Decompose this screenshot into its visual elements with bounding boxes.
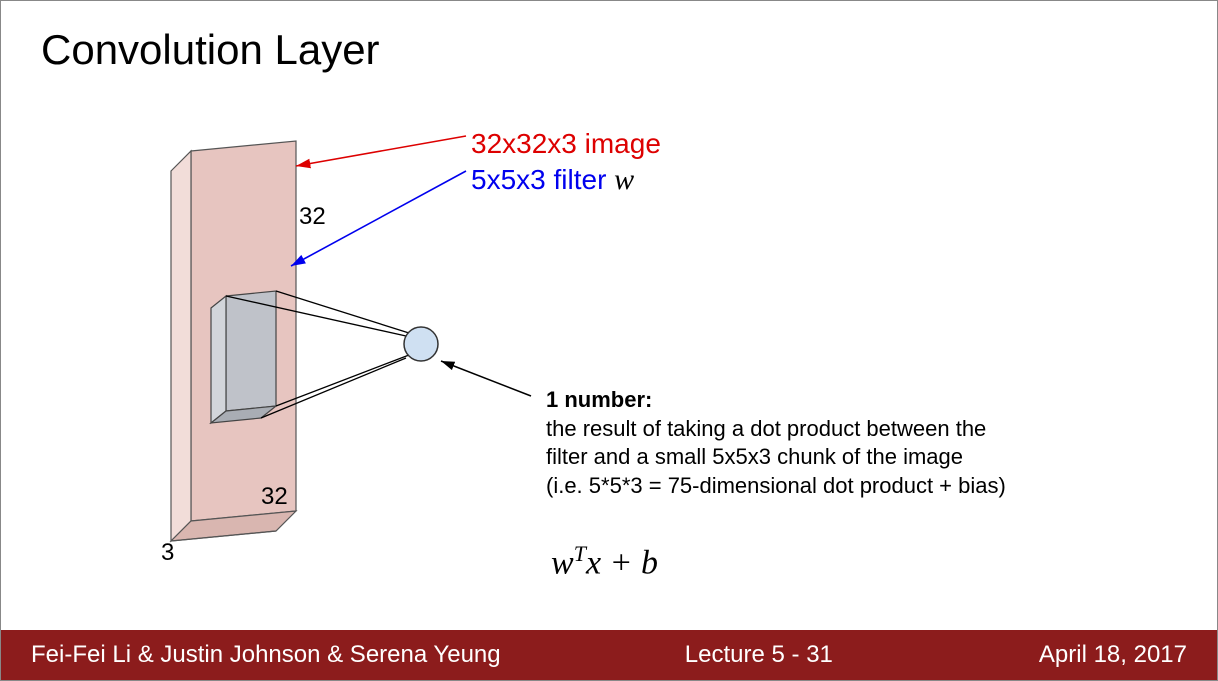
formula-T: T [574, 541, 586, 566]
conv-diagram: 32x32x3 image 5x5x3 filter w 32 32 3 1 n… [131, 111, 1181, 611]
dim-depth-label: 3 [161, 539, 174, 567]
image-dim-label: 32x32x3 image [471, 126, 661, 161]
result-line3: (i.e. 5*5*3 = 75-dimensional dot product… [546, 472, 1156, 501]
formula-w: w [551, 544, 574, 581]
output-neuron [404, 327, 438, 361]
footer-date: April 18, 2017 [930, 641, 1187, 669]
filter-w-symbol: w [614, 163, 634, 196]
formula-rest: x + b [586, 544, 658, 581]
slide-footer: Fei-Fei Li & Justin Johnson & Serena Yeu… [1, 630, 1217, 680]
slide-title: Convolution Layer [41, 26, 380, 74]
result-text: 1 number: the result of taking a dot pro… [546, 386, 1156, 500]
dim-height-label: 32 [299, 203, 326, 231]
formula: wTx + b [551, 541, 658, 582]
result-line1: the result of taking a dot product betwe… [546, 415, 1156, 444]
filter-back-face [226, 291, 276, 411]
arrow-image [296, 136, 466, 166]
footer-lecture: Lecture 5 - 31 [588, 641, 931, 669]
right-labels: 32x32x3 image 5x5x3 filter w [471, 126, 661, 199]
result-line2: filter and a small 5x5x3 chunk of the im… [546, 443, 1156, 472]
dim-width-label: 32 [261, 483, 288, 511]
result-heading: 1 number: [546, 386, 1156, 415]
footer-authors: Fei-Fei Li & Justin Johnson & Serena Yeu… [31, 641, 588, 669]
filter-dim-label: 5x5x3 filter [471, 164, 614, 195]
filter-left-side [211, 296, 226, 423]
filter-dim-line: 5x5x3 filter w [471, 161, 661, 199]
volume-left-side [171, 151, 191, 541]
slide: Convolution Layer [0, 0, 1218, 681]
arrow-result [441, 361, 531, 396]
